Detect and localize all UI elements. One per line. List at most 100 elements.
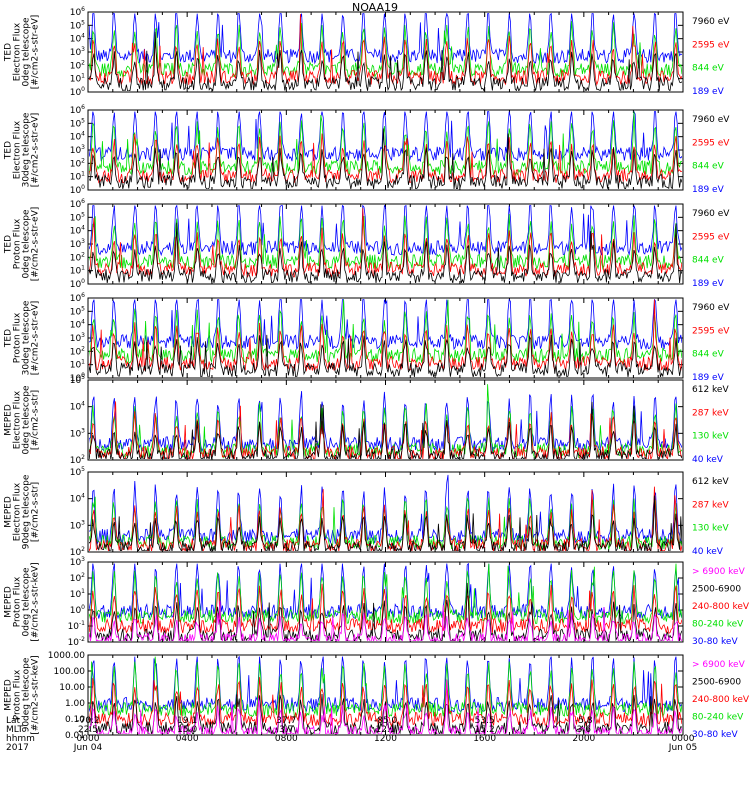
series-line-blue [89, 205, 682, 257]
legend-entry: 30-80 keV [692, 637, 738, 647]
legend-entry: 189 eV [692, 279, 725, 289]
x-tick-label: 1600 [473, 734, 496, 744]
y-tick-label: 100 [70, 278, 85, 290]
legend-entry: 7960 eV [692, 115, 730, 125]
y-tick-label: 105 [70, 466, 85, 478]
x-row-label: hhmm [6, 734, 35, 744]
y-axis-label: MEPEDProton Flux90deg telescope[#/cm2-s-… [4, 655, 41, 734]
y-tick-label: 102 [70, 157, 85, 169]
panel-8: 0.01 0.10 1.00 10.00 100.00 1000.00 MEPEDProto… [4, 651, 750, 741]
x-tick-label: 3.7 [279, 725, 293, 735]
chart-title: NOAA19 [351, 1, 399, 14]
series-line-black [89, 222, 682, 283]
traces [89, 13, 682, 91]
x-tick-label: 12.1 [375, 725, 395, 735]
series-line-red [89, 208, 682, 279]
y-tick-label: 105 [70, 19, 85, 31]
y-tick-label: 102 [70, 251, 85, 263]
series-line-green [89, 563, 682, 625]
y-axis-label: TEDElectron Flux30deg telescope[#/cm2-s-… [4, 112, 41, 187]
series-line-red [89, 583, 682, 635]
traces [89, 111, 682, 189]
series-line-green [89, 111, 682, 177]
series-line-red [89, 677, 682, 728]
legend-entry: 130 keV [692, 432, 729, 442]
legend-entry: 240-800 keV [692, 602, 750, 612]
y-axis-label: MEPEDElectron Flux90deg telescope[#/cm2-… [4, 474, 41, 549]
traces [89, 205, 682, 283]
legend-entry: 287 keV [692, 500, 729, 510]
series-line-green [89, 656, 682, 718]
legend-entry: 2595 eV [692, 232, 730, 242]
series-line-black [89, 401, 682, 459]
x-tick-label: 2000 [572, 734, 595, 744]
traces [89, 656, 682, 734]
x-tick-label: 15.2 [475, 725, 495, 735]
legend-entry: 844 eV [692, 162, 725, 172]
series-line-black [89, 128, 682, 189]
y-tick-label: 103 [70, 519, 85, 531]
x-tick-label: 0000 [77, 734, 100, 744]
series-line-blue [89, 111, 682, 163]
y-tick-label: 105 [70, 211, 85, 223]
y-tick-label: 102 [70, 454, 85, 466]
x-row-label: Lat [6, 716, 21, 726]
y-tick-label: 1.00 [65, 699, 85, 709]
legend-entry: 7960 eV [692, 303, 730, 313]
y-tick-label: 105 [70, 117, 85, 129]
legend-entry: 2595 eV [692, 40, 730, 50]
y-tick-label: 104 [70, 225, 85, 237]
y-tick-label: 100.00 [54, 667, 86, 677]
series-line-blue [89, 656, 682, 713]
series-line-black [89, 334, 682, 377]
y-tick-label: 102 [70, 345, 85, 357]
legend-entry: 612 keV [692, 385, 729, 395]
series-line-green [89, 213, 682, 271]
y-tick-label: 103 [70, 427, 85, 439]
y-axis-label: MEPEDElectron Flux0deg telescope[#/cm2-s… [4, 385, 41, 455]
legend-entry: 30-80 keV [692, 730, 738, 740]
x-tick-label: 19.1 [177, 716, 197, 726]
series-line-red [89, 401, 682, 459]
legend-entry: 2500-6900 [692, 678, 741, 688]
y-tick-label: 103 [70, 144, 85, 156]
y-tick-label: 103 [70, 238, 85, 250]
y-tick-label: 104 [70, 33, 85, 45]
y-tick-label: 100 [70, 604, 85, 616]
x-tick-label: 15.0 [177, 725, 197, 735]
traces [89, 384, 682, 459]
panel-6: 102 103 104 105 MEPEDElectron Flux90deg tele… [4, 466, 730, 558]
y-tick-label: 101 [70, 588, 85, 600]
legend-entry: > 6900 keV [692, 567, 746, 577]
legend-entry: 287 keV [692, 408, 729, 418]
y-tick-label: 104 [70, 401, 85, 413]
traces [89, 299, 682, 377]
series-line-green [89, 21, 682, 79]
legend-entry: 7960 eV [692, 209, 730, 219]
x-tick-label: 1200 [374, 734, 397, 744]
x-tick-label: 22.5 [78, 725, 98, 735]
x-row-label: MLT [6, 725, 24, 735]
y-tick-label: 0.01 [65, 731, 85, 741]
series-line-magenta [89, 679, 682, 734]
traces [89, 474, 682, 551]
y-tick-label: 10-2 [68, 636, 86, 648]
x-tick-label: 0800 [275, 734, 298, 744]
y-axis-label: TEDElectron Flux0deg telescope[#/cm2-s-s… [4, 15, 41, 90]
x-tick-label: 0400 [176, 734, 199, 744]
legend-entry: 40 keV [692, 547, 724, 557]
x-tick-label: 3.6 [577, 725, 592, 735]
x-row-label: 2017 [6, 743, 29, 753]
y-tick-label: 100 [70, 184, 85, 196]
series-line-blue [89, 391, 682, 453]
y-tick-label: 101 [70, 73, 85, 85]
y-tick-label: 0.10 [65, 715, 85, 725]
y-tick-label: 1000.00 [48, 651, 85, 661]
x-tick-label: -5.8 [575, 716, 593, 726]
y-tick-label: 103 [70, 332, 85, 344]
series-line-black [89, 693, 682, 734]
legend-entry: 40 keV [692, 455, 724, 465]
